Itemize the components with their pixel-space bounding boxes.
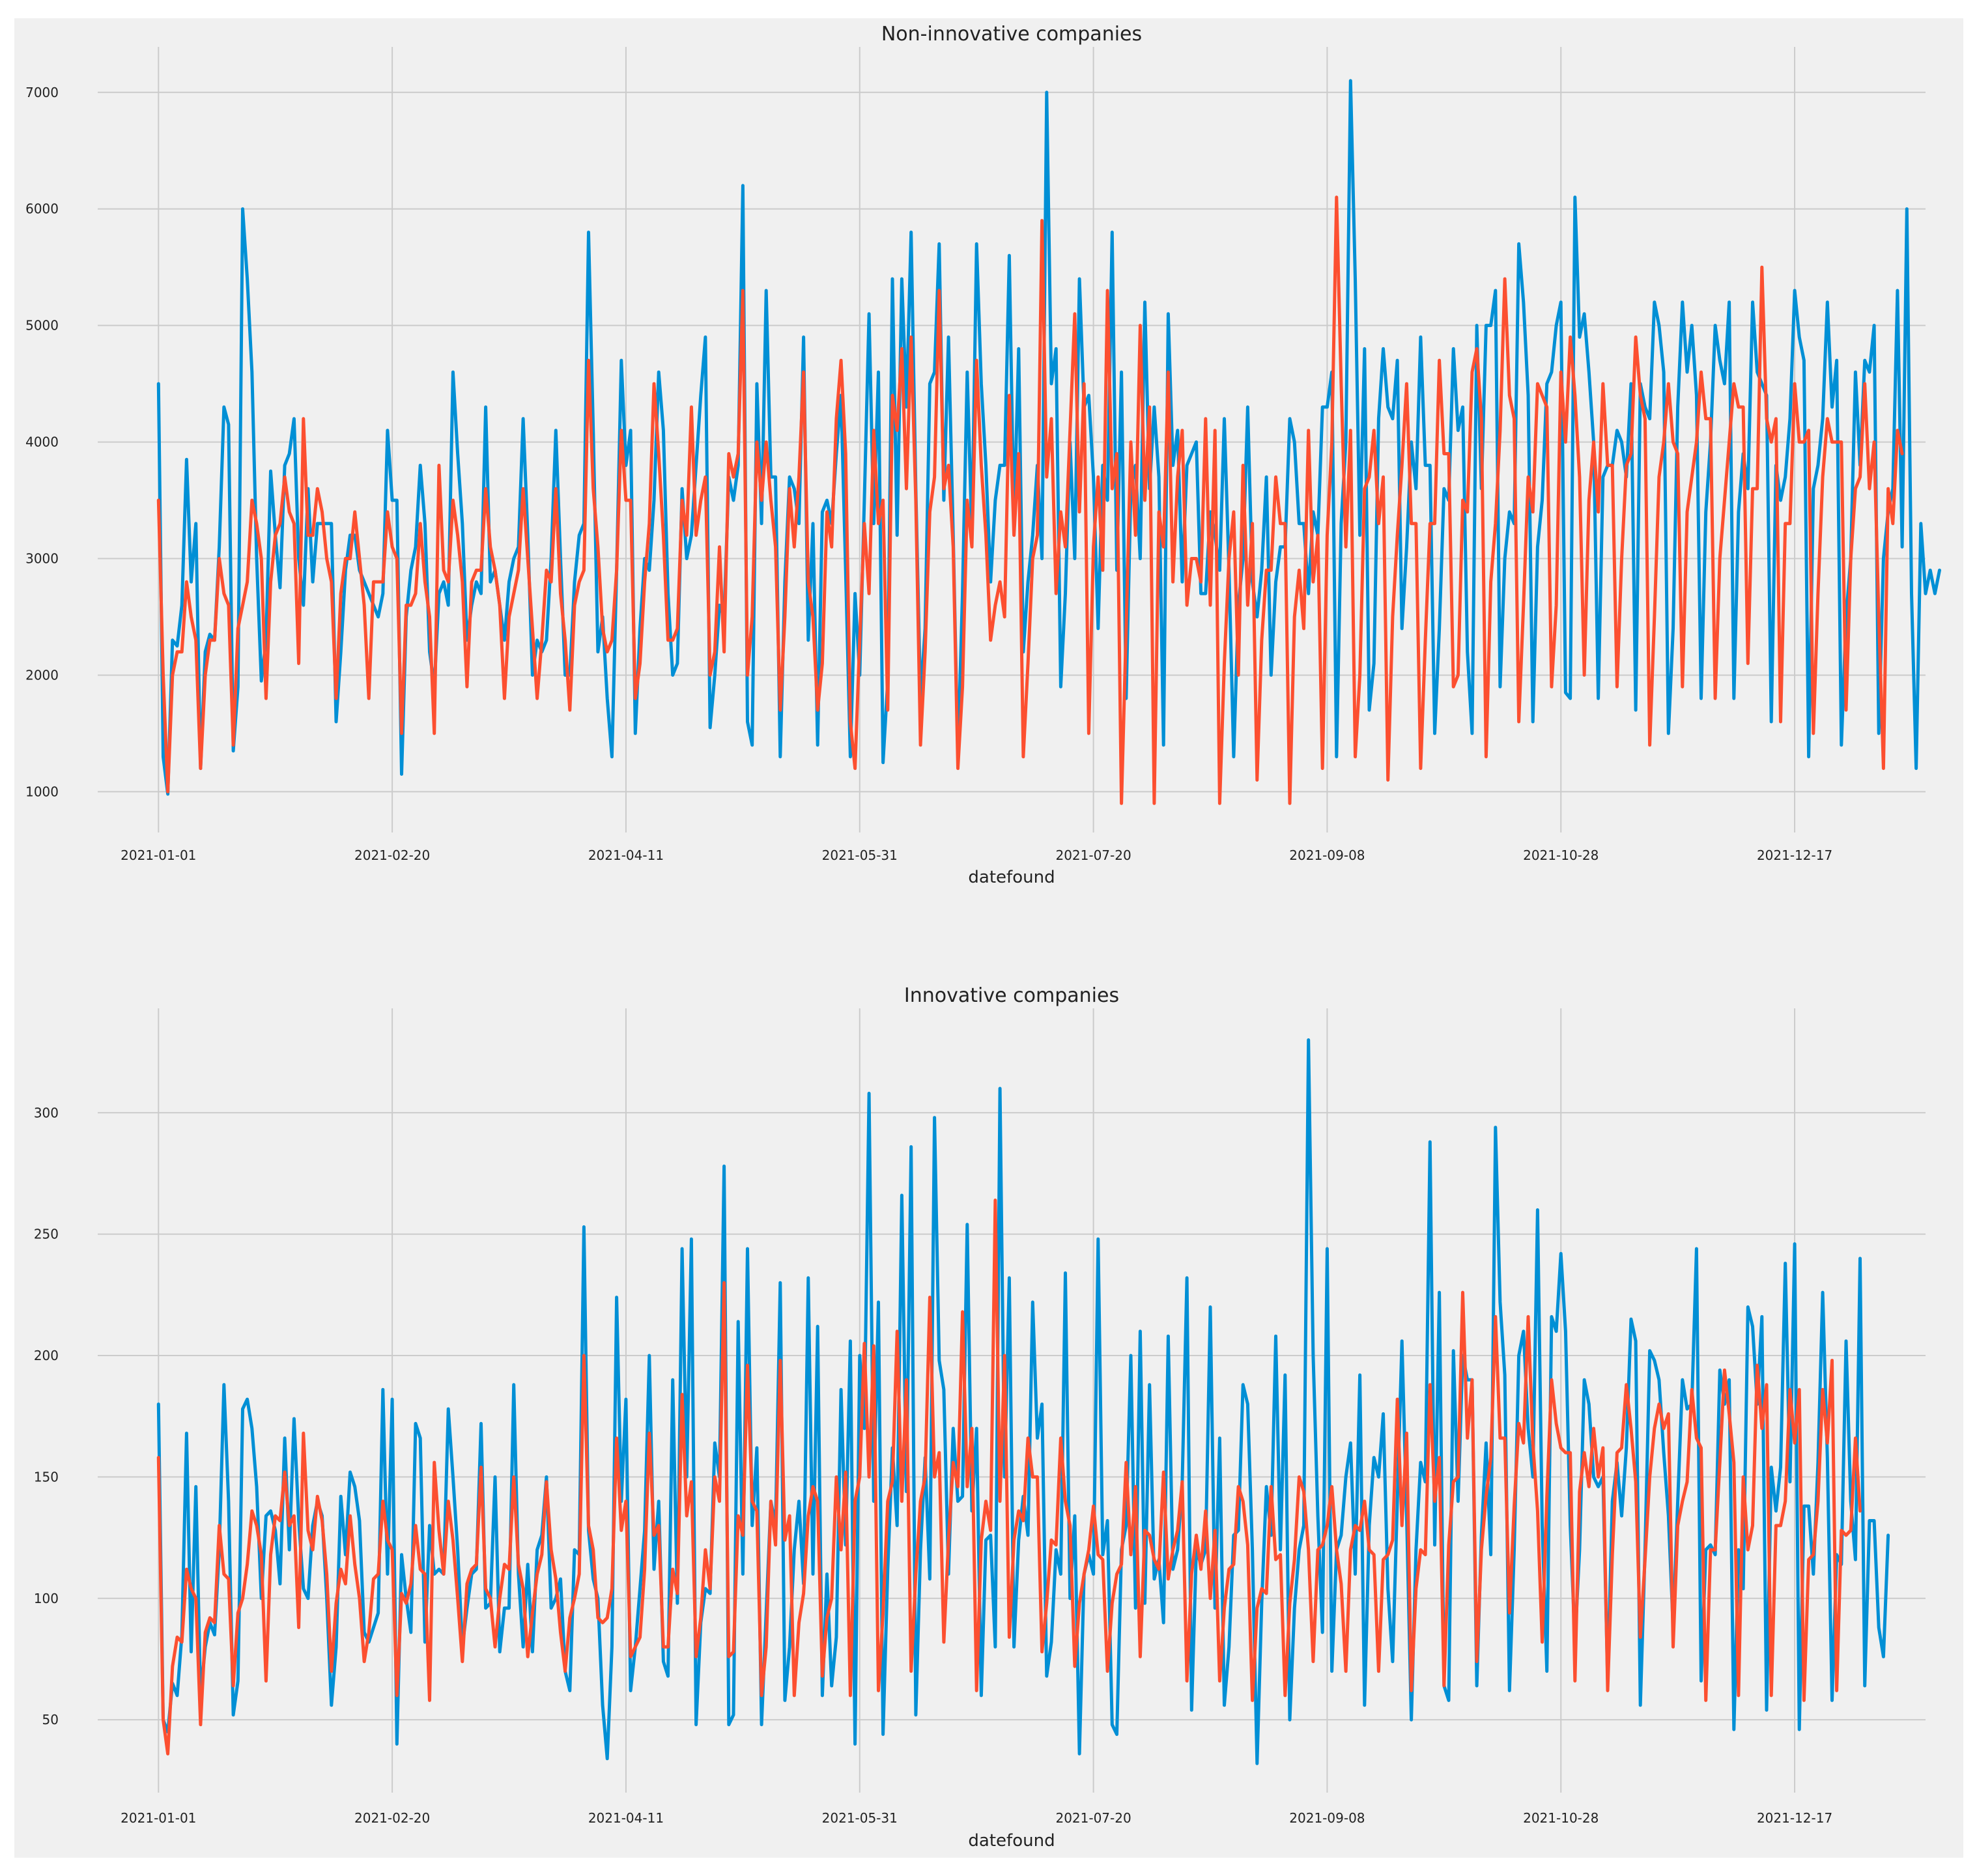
y-tick-label: 150 (34, 1469, 59, 1485)
x-tick-label: 2021-09-08 (1289, 1810, 1365, 1826)
y-tick-label: 2000 (25, 667, 59, 683)
x-tick-label: 2021-12-17 (1757, 847, 1832, 863)
y-tick-label: 100 (34, 1591, 59, 1606)
y-tick-label: 250 (34, 1227, 59, 1242)
chart-non-innovative: Non-innovative companies datefound 2021-… (25, 23, 1941, 887)
x-tick-label: 2021-04-11 (588, 1810, 664, 1826)
y-tick-label: 200 (34, 1348, 59, 1363)
y-tick-label: 6000 (25, 201, 59, 217)
series-line-blue (156, 79, 1941, 796)
y-tick-label: 300 (34, 1105, 59, 1120)
x-tick-label: 2021-01-01 (121, 1810, 196, 1826)
y-tick-label: 7000 (25, 85, 59, 100)
y-tick-label: 1000 (25, 784, 59, 799)
x-tick-label: 2021-02-20 (354, 1810, 430, 1826)
x-tick-label: 2021-05-31 (822, 847, 898, 863)
y-tick-label: 3000 (25, 551, 59, 567)
x-tick-label: 2021-10-28 (1523, 847, 1599, 863)
x-axis-label: datefound (968, 1831, 1055, 1851)
x-axis-label: datefound (968, 868, 1055, 887)
x-tick-label: 2021-04-11 (588, 847, 664, 863)
x-tick-label: 2021-05-31 (822, 1810, 898, 1826)
chart-innovative: Innovative companies datefound 2021-01-0… (34, 984, 1926, 1851)
y-tick-label: 4000 (25, 434, 59, 450)
y-tick-label: 5000 (25, 318, 59, 334)
series-line-red (156, 1199, 1862, 1755)
chart-title: Non-innovative companies (881, 23, 1142, 46)
x-tick-label: 2021-07-20 (1055, 847, 1131, 863)
x-tick-label: 2021-09-08 (1289, 847, 1365, 863)
chart-title: Innovative companies (904, 984, 1119, 1007)
x-tick-label: 2021-02-20 (354, 847, 430, 863)
x-tick-label: 2021-12-17 (1757, 1810, 1832, 1826)
x-tick-label: 2021-07-20 (1055, 1810, 1131, 1826)
series-line-red (156, 195, 1904, 805)
y-tick-label: 50 (42, 1712, 59, 1727)
x-tick-label: 2021-01-01 (121, 847, 196, 863)
x-tick-label: 2021-10-28 (1523, 1810, 1599, 1826)
